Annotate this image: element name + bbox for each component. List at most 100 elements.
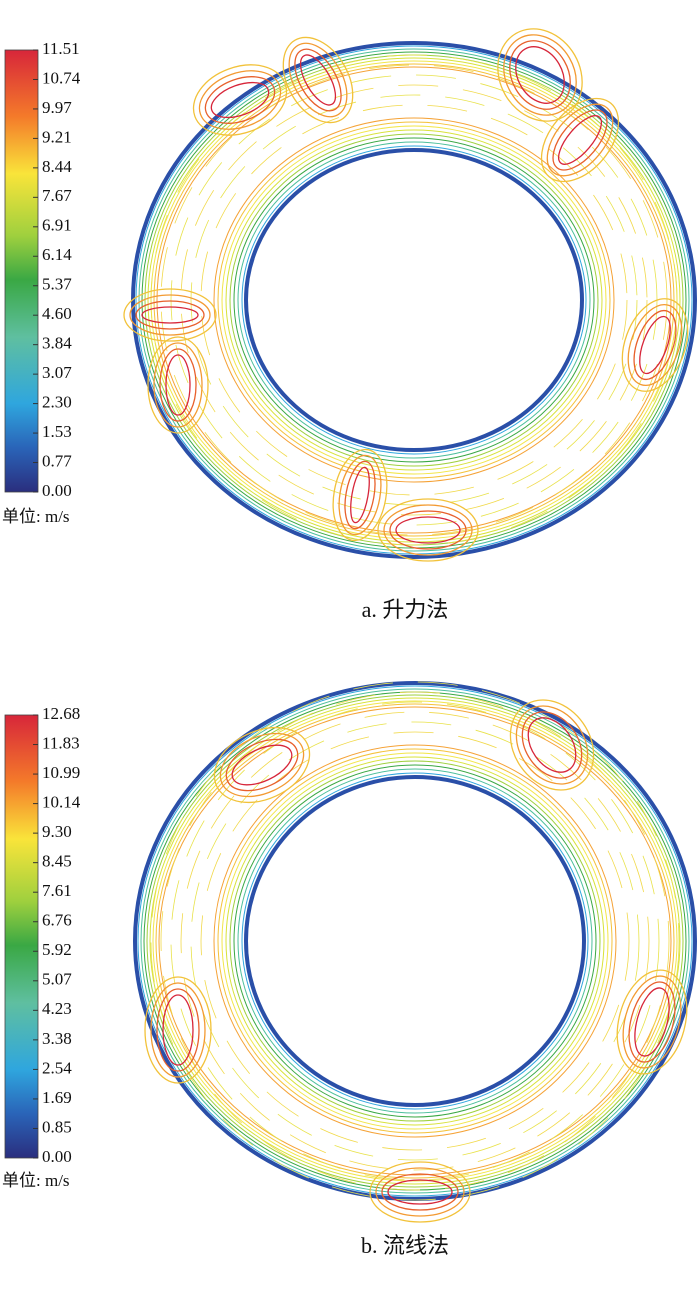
contour-line <box>180 711 650 1171</box>
contour-line <box>350 466 370 524</box>
contour-line <box>204 76 276 124</box>
colorbar <box>4 49 39 493</box>
colorbar-tick-label: 6.14 <box>42 245 72 264</box>
contour-line <box>332 448 388 542</box>
contour-line <box>282 36 354 124</box>
colorbar <box>4 714 39 1159</box>
contour-line <box>217 121 611 479</box>
contour-line <box>237 768 593 1114</box>
contour-line <box>138 48 690 552</box>
contour-line <box>294 48 342 112</box>
contour-line <box>225 756 605 1126</box>
contour-line <box>225 738 299 792</box>
contour-line <box>231 744 293 786</box>
colorbar-tick-label: 7.67 <box>42 186 72 205</box>
contour-line <box>198 70 282 130</box>
contour-line <box>165 354 191 416</box>
colorbar-tick-label: 6.76 <box>42 911 72 930</box>
contour-line <box>299 54 337 106</box>
contour-line <box>213 726 311 804</box>
contour-line <box>141 306 199 324</box>
contour-line <box>190 721 640 1161</box>
contour-line <box>162 994 194 1066</box>
contour-line <box>288 42 348 118</box>
contour-line <box>200 104 628 496</box>
contour-line <box>221 125 607 475</box>
contour-line <box>192 64 288 136</box>
contour-line <box>150 681 680 1201</box>
contour-line <box>369 1161 471 1223</box>
contour-line <box>150 54 678 546</box>
colorbar-tick-label: 9.97 <box>42 98 72 117</box>
contour-line <box>156 988 200 1072</box>
contour-line <box>158 706 672 1176</box>
contour-line <box>515 705 589 785</box>
contour-line <box>634 987 670 1057</box>
contour-line <box>375 1167 465 1217</box>
contour-line <box>155 703 675 1179</box>
colorbar-tick-label: 1.69 <box>42 1088 72 1107</box>
contour-line <box>241 145 587 455</box>
colorbar-tick-label: 3.84 <box>42 334 72 353</box>
colorbar-tick-label: 5.92 <box>42 940 72 959</box>
contour-line <box>233 137 595 463</box>
colorbar-tick-label: 8.44 <box>42 157 72 176</box>
contour-line <box>503 34 577 116</box>
contour-line <box>153 63 675 537</box>
colorbar-tick-label: 9.30 <box>42 822 72 841</box>
contour-line <box>229 760 601 1122</box>
contour-line <box>160 691 670 1191</box>
contour-line <box>497 28 583 122</box>
contour-line <box>639 315 671 375</box>
contour-line <box>229 133 599 467</box>
contour-line <box>389 510 467 550</box>
contour-line <box>140 688 690 1194</box>
contour-line <box>338 454 382 536</box>
inner-wall <box>244 775 586 1107</box>
contour-line <box>552 109 608 171</box>
contour-line <box>241 772 589 1110</box>
unit-label: 单位: m/s <box>2 507 70 526</box>
contour-line <box>540 97 620 183</box>
contour-line <box>137 685 693 1197</box>
contour-line <box>521 711 583 779</box>
contour-line <box>170 701 660 1181</box>
contour-line <box>146 694 684 1188</box>
colorbar-tick-label: 8.45 <box>42 852 72 871</box>
colorbar-tick-label: 10.14 <box>42 793 81 812</box>
contour-line <box>233 764 597 1118</box>
contour-line <box>152 700 678 1182</box>
contour-line <box>621 298 689 392</box>
contour-line <box>546 103 614 177</box>
colorbar-tick-label: 2.54 <box>42 1058 72 1077</box>
caption: a. 升力法 <box>362 597 449 622</box>
contour-line <box>627 304 683 386</box>
colorbar-tick-label: 0.85 <box>42 1117 72 1136</box>
colorbar-tick-label: 10.74 <box>42 68 81 87</box>
colorbar-tick-label: 9.21 <box>42 127 72 146</box>
contour-line <box>135 300 205 330</box>
contour-line <box>160 64 668 536</box>
colorbar-tick-label: 11.83 <box>42 733 80 752</box>
contour-line <box>628 981 676 1063</box>
colorbar-tick-label: 4.60 <box>42 304 72 323</box>
caption: b. 流线法 <box>361 1233 449 1258</box>
contour-line <box>190 94 638 506</box>
contour-line <box>217 748 613 1134</box>
colorbar-tick-label: 3.38 <box>42 1029 72 1048</box>
contour-line <box>129 294 211 336</box>
colorbar-tick-label: 0.77 <box>42 451 72 470</box>
contour-line <box>616 969 688 1075</box>
colorbar-tick-label: 11.51 <box>42 39 80 58</box>
contour-line <box>387 1179 453 1205</box>
colorbar-tick-label: 5.07 <box>42 970 72 989</box>
contour-line <box>149 697 681 1185</box>
colorbar-tick-label: 3.07 <box>42 363 72 382</box>
colorbar-tick-label: 0.00 <box>42 1147 72 1166</box>
contour-line <box>221 752 609 1130</box>
contour-line <box>225 129 603 471</box>
colorbar-tick-label: 12.68 <box>42 704 80 723</box>
inner-wall <box>244 148 584 452</box>
contour-line <box>219 732 305 798</box>
